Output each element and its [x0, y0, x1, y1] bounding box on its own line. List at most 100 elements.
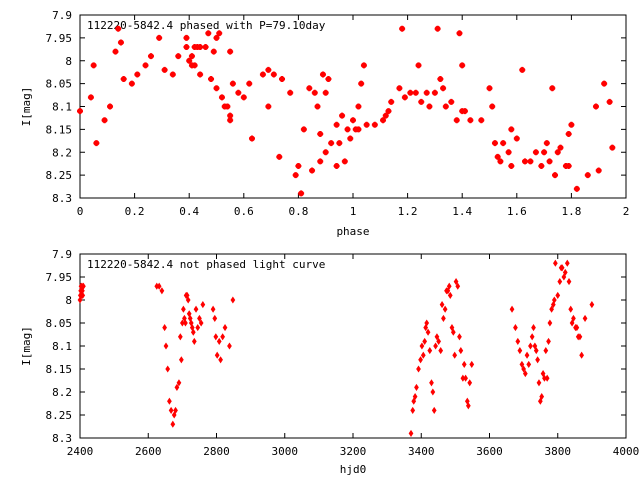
- chart-0-data-point: [358, 80, 365, 87]
- chart-0-data-point: [134, 71, 141, 78]
- chart-0-data-point: [546, 158, 553, 165]
- chart-0-ytick-label: 7.9: [52, 9, 72, 22]
- chart-1-points: [77, 259, 595, 437]
- chart-0-data-point: [279, 76, 286, 83]
- chart-1-xtick-label: 3400: [408, 445, 435, 458]
- chart-0-data-point: [227, 48, 234, 55]
- chart-0-data-point: [333, 121, 340, 128]
- chart-0-data-point: [93, 140, 100, 147]
- chart-1-data-point: [431, 406, 437, 414]
- chart-0-data-point: [494, 153, 501, 160]
- chart-1-data-point: [418, 356, 423, 364]
- chart-1-title: 112220-5842.4 not phased light curve: [87, 258, 325, 271]
- chart-1-data-point: [176, 379, 182, 387]
- chart-0-data-point: [541, 149, 548, 156]
- chart-1-data-point: [546, 337, 551, 345]
- chart-0-data-point: [229, 80, 236, 87]
- chart-1-data-point: [230, 296, 236, 304]
- chart-1-data-point: [559, 264, 565, 272]
- chart-0-data-point: [147, 53, 154, 60]
- chart-0-xtick-label: 0: [77, 205, 84, 218]
- chart-0-data-point: [218, 94, 225, 101]
- chart-1-xtick-label: 3600: [476, 445, 503, 458]
- chart-0-ytick-label: 8.05: [46, 78, 73, 91]
- chart-1-data-point: [441, 314, 446, 322]
- chart-1-data-point: [517, 347, 523, 355]
- chart-1-data-point: [524, 351, 530, 359]
- chart-0-ylabel: I[mag]: [20, 87, 33, 127]
- chart-1-data-point: [589, 301, 595, 309]
- chart-1-ytick-label: 8.3: [52, 432, 72, 445]
- chart-1-data-point: [430, 388, 436, 396]
- chart-0-data-point: [322, 89, 329, 96]
- chart-0-data-point: [573, 185, 580, 192]
- chart-0-data-point: [532, 149, 539, 156]
- chart-0-data-point: [259, 71, 266, 78]
- chart-0-data-point: [210, 48, 217, 55]
- chart-1-data-point: [543, 347, 549, 355]
- chart-0-data-point: [115, 25, 122, 32]
- chart-1-data-point: [167, 397, 172, 405]
- chart-0-data-point: [371, 121, 378, 128]
- chart-1-data-point: [419, 342, 425, 350]
- chart-0-xtick-label: 0.6: [234, 205, 254, 218]
- chart-0-data-point: [322, 149, 329, 156]
- chart-0-data-point: [128, 80, 135, 87]
- chart-1-data-point: [531, 324, 536, 332]
- chart-1-data-point: [425, 328, 431, 336]
- chart-0-data-point: [240, 94, 247, 101]
- chart-0-data-point: [434, 25, 441, 32]
- chart-1-data-point: [561, 273, 567, 281]
- chart-1-data-point: [213, 333, 219, 341]
- chart-1-data-point: [449, 324, 455, 332]
- chart-1-data-point: [181, 305, 186, 313]
- chart-0-data-point: [300, 126, 307, 133]
- chart-1-data-point: [537, 397, 543, 405]
- chart-0-data-point: [519, 66, 526, 73]
- chart-1-data-point: [463, 374, 468, 382]
- chart-0-data-point: [101, 117, 108, 124]
- chart-0-data-point: [380, 117, 387, 124]
- chart-0-data-point: [565, 162, 572, 169]
- chart-0-data-point: [513, 135, 520, 142]
- chart-1-data-point: [445, 287, 451, 295]
- chart-0-data-point: [213, 34, 220, 41]
- chart-1-data-point: [557, 278, 563, 286]
- chart-1-data-point: [522, 370, 528, 378]
- chart-1-data-point: [564, 259, 570, 267]
- chart-1-data-point: [178, 356, 184, 364]
- chart-0-data-point: [325, 76, 332, 83]
- chart-1-data-point: [156, 282, 162, 290]
- chart-0-data-point: [363, 121, 370, 128]
- chart-0-title: 112220-5842.4 phased with P=79.10day: [87, 19, 326, 32]
- chart-1-data-point: [539, 393, 545, 401]
- chart-0-data-point: [292, 172, 299, 179]
- chart-1-ytick-label: 7.9: [52, 248, 72, 261]
- chart-1-data-point: [465, 402, 471, 410]
- chart-1-data-point: [438, 347, 444, 355]
- chart-1-ylabel: I[mag]: [20, 326, 33, 366]
- chart-0-data-point: [175, 53, 182, 60]
- chart-0-data-point: [183, 34, 190, 41]
- chart-1-data-point: [544, 374, 550, 382]
- chart-0-data-point: [459, 62, 466, 69]
- chart-0-xtick-label: 0.2: [125, 205, 145, 218]
- chart-1-data-point: [197, 314, 202, 322]
- chart-0-data-point: [461, 108, 468, 115]
- chart-1-data-point: [513, 324, 518, 332]
- chart-1-data-point: [574, 324, 580, 332]
- chart-1-data-point: [436, 337, 442, 345]
- chart-1-data-point: [220, 333, 226, 341]
- chart-0-data-point: [489, 103, 496, 110]
- chart-0-data-point: [431, 89, 438, 96]
- chart-0-data-point: [491, 140, 498, 147]
- chart-0-data-point: [191, 62, 198, 69]
- chart-1-data-point: [171, 411, 177, 419]
- chart-1-xtick-label: 2400: [67, 445, 94, 458]
- chart-0-data-point: [205, 30, 212, 37]
- chart-0-ytick-label: 8.1: [52, 101, 72, 114]
- chart-0-ytick-label: 8.15: [46, 123, 73, 136]
- chart-1-data-point: [420, 351, 426, 359]
- chart-0-data-point: [595, 167, 602, 174]
